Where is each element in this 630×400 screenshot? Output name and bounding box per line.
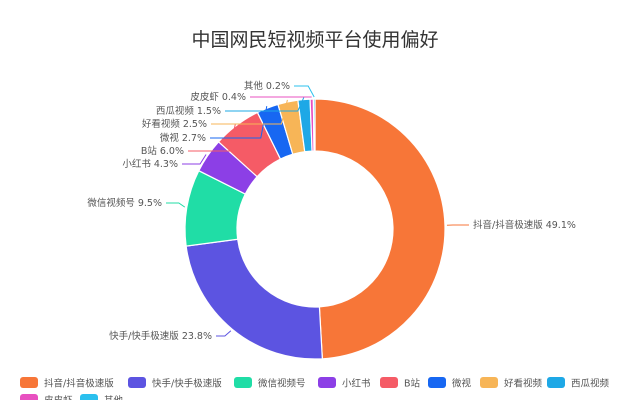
legend-swatch-7 — [547, 377, 565, 388]
legend-item-8[interactable]: 皮皮虾 — [20, 394, 73, 400]
leader-line-2 — [166, 202, 186, 208]
leader-line-9 — [294, 85, 315, 98]
slice-label-3: 小红书 4.3% — [122, 158, 178, 170]
legend-swatch-0 — [20, 377, 38, 388]
leader-line-7 — [225, 97, 305, 112]
slice-label-6: 好看视频 2.5% — [142, 118, 207, 130]
legend-swatch-9 — [80, 394, 98, 400]
legend-swatch-5 — [428, 377, 446, 388]
legend-label-5: 微视 — [452, 378, 472, 390]
leader-line-6 — [211, 99, 288, 125]
legend-label-3: 小红书 — [342, 378, 371, 390]
slice-9 — [312, 98, 316, 152]
slice-1 — [185, 238, 323, 360]
legend-swatch-1 — [128, 377, 146, 388]
legend-item-2[interactable]: 微信视频号 — [234, 377, 306, 390]
slice-label-8: 皮皮虾 0.4% — [190, 91, 246, 103]
slice-label-2: 微信视频号 9.5% — [87, 197, 162, 209]
legend-swatch-2 — [234, 377, 252, 388]
legend-item-5[interactable]: 微视 — [428, 377, 472, 390]
slice-label-5: 微视 2.7% — [160, 132, 206, 144]
legend-label-6: 好看视频 — [504, 378, 543, 390]
labels-group: 抖音/抖音极速版 49.1% 快手/快手极速版 23.8% 微信视频号 9.5% 小红… — [87, 80, 576, 342]
legend-label-0: 抖音/抖音极速版 — [44, 378, 114, 390]
legend-label-4: B站 — [404, 378, 421, 390]
legend-item-0[interactable]: 抖音/抖音极速版 — [20, 377, 114, 390]
legend-swatch-3 — [318, 377, 336, 388]
slice-label-4: B站 6.0% — [141, 145, 184, 157]
legend-item-6[interactable]: 好看视频 — [480, 377, 543, 390]
legend-label-1: 快手/快手极速版 — [152, 378, 222, 390]
chart-title: 中国网民短视频平台使用偏好 — [191, 29, 438, 51]
legend-label-7: 西瓜视频 — [571, 378, 610, 390]
slice-label-1: 快手/快手极速版 23.8% — [109, 330, 212, 342]
slice-label-7: 西瓜视频 1.5% — [156, 105, 221, 117]
slices-group — [184, 98, 446, 360]
legend-item-1[interactable]: 快手/快手极速版 — [128, 377, 222, 390]
legend-label-8: 皮皮虾 — [44, 395, 73, 400]
legend-label-9: 其他 — [104, 395, 124, 400]
legend-item-3[interactable]: 小红书 — [318, 377, 371, 390]
leader-line-5 — [210, 106, 268, 139]
legend-item-7[interactable]: 西瓜视频 — [547, 377, 610, 390]
slice-label-0: 抖音/抖音极速版 49.1% — [473, 219, 576, 231]
legend-item-9[interactable]: 其他 — [80, 394, 124, 400]
slice-0 — [314, 98, 446, 360]
legend-swatch-4 — [380, 377, 398, 388]
leader-line-3 — [182, 154, 207, 165]
slice-label-9: 其他 0.2% — [244, 80, 290, 92]
leader-line-4 — [188, 123, 236, 152]
legend-label-2: 微信视频号 — [258, 378, 306, 390]
leader-line-1 — [216, 330, 232, 337]
legend-swatch-6 — [480, 377, 498, 388]
legend-swatch-8 — [20, 394, 38, 400]
legend-item-4[interactable]: B站 — [380, 377, 421, 390]
legend-group: 抖音/抖音极速版 快手/快手极速版 微信视频号 小红书 B站 微视 好看视频 西瓜视频皮皮虾 其… — [20, 377, 610, 400]
